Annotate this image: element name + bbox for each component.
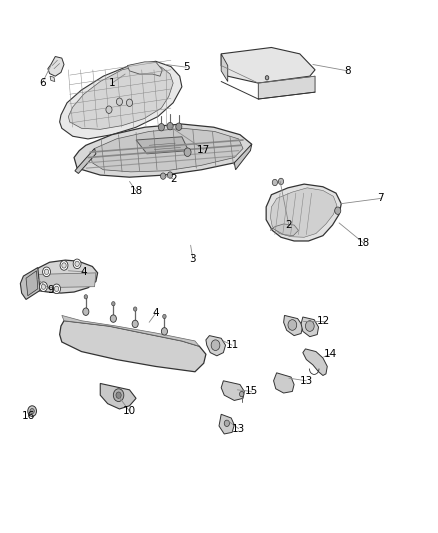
Text: 11: 11 <box>226 340 239 350</box>
Text: 4: 4 <box>80 267 87 277</box>
Text: 7: 7 <box>377 193 384 204</box>
Circle shape <box>288 320 297 330</box>
Text: 15: 15 <box>245 386 258 397</box>
Circle shape <box>75 261 79 266</box>
Circle shape <box>54 286 59 292</box>
Polygon shape <box>284 316 303 336</box>
Polygon shape <box>20 268 40 300</box>
Polygon shape <box>266 184 341 241</box>
Text: 13: 13 <box>232 424 245 434</box>
Text: 1: 1 <box>109 78 115 88</box>
Polygon shape <box>68 64 173 130</box>
Text: 18: 18 <box>357 238 370 247</box>
Circle shape <box>110 315 117 322</box>
Text: 4: 4 <box>152 308 159 318</box>
Circle shape <box>305 321 314 332</box>
Text: 9: 9 <box>48 286 54 295</box>
Circle shape <box>162 314 166 319</box>
Polygon shape <box>221 47 315 83</box>
Polygon shape <box>221 54 228 82</box>
Circle shape <box>127 99 133 107</box>
Polygon shape <box>90 128 243 172</box>
Polygon shape <box>221 381 244 400</box>
Polygon shape <box>258 76 315 99</box>
Polygon shape <box>74 124 252 177</box>
Circle shape <box>272 179 278 185</box>
Text: 16: 16 <box>21 411 35 422</box>
Circle shape <box>83 308 89 316</box>
Circle shape <box>335 207 341 214</box>
Circle shape <box>265 76 269 80</box>
Text: 12: 12 <box>317 316 330 326</box>
Circle shape <box>158 124 164 131</box>
Circle shape <box>161 328 167 335</box>
Polygon shape <box>274 373 294 393</box>
Polygon shape <box>136 137 188 154</box>
Circle shape <box>176 123 182 131</box>
Circle shape <box>279 178 284 184</box>
Polygon shape <box>60 321 206 372</box>
Polygon shape <box>62 316 199 346</box>
Circle shape <box>30 408 34 414</box>
Circle shape <box>160 173 166 179</box>
Circle shape <box>41 284 46 289</box>
Circle shape <box>132 320 138 328</box>
Circle shape <box>167 123 173 130</box>
Polygon shape <box>303 349 327 375</box>
Circle shape <box>224 420 230 426</box>
Polygon shape <box>23 260 98 293</box>
Circle shape <box>211 340 220 351</box>
Polygon shape <box>50 76 55 82</box>
Circle shape <box>39 282 47 292</box>
Circle shape <box>53 284 60 294</box>
Text: 6: 6 <box>39 78 46 88</box>
Polygon shape <box>271 188 337 237</box>
Text: 14: 14 <box>324 349 337 359</box>
Circle shape <box>42 267 50 277</box>
Circle shape <box>60 261 68 270</box>
Text: 10: 10 <box>123 406 136 416</box>
Polygon shape <box>60 61 182 139</box>
Circle shape <box>62 263 66 268</box>
Text: 2: 2 <box>286 220 292 230</box>
Circle shape <box>73 259 81 269</box>
Text: 17: 17 <box>197 144 210 155</box>
Polygon shape <box>26 271 38 296</box>
Polygon shape <box>301 317 318 337</box>
Polygon shape <box>127 62 162 76</box>
Circle shape <box>240 391 244 397</box>
Circle shape <box>116 392 121 398</box>
Circle shape <box>106 106 112 114</box>
Polygon shape <box>100 383 136 409</box>
Text: 8: 8 <box>345 66 351 76</box>
Circle shape <box>167 172 173 178</box>
Polygon shape <box>234 144 252 169</box>
Circle shape <box>84 295 88 299</box>
Polygon shape <box>48 56 64 76</box>
Circle shape <box>117 98 123 106</box>
Circle shape <box>113 389 124 401</box>
Text: 2: 2 <box>170 174 177 184</box>
Circle shape <box>112 302 115 306</box>
Circle shape <box>184 148 191 157</box>
Text: 13: 13 <box>300 376 313 386</box>
Circle shape <box>28 406 36 416</box>
Text: 18: 18 <box>129 186 143 196</box>
Polygon shape <box>219 414 234 434</box>
Circle shape <box>44 269 49 274</box>
Polygon shape <box>206 336 226 356</box>
Polygon shape <box>271 224 298 236</box>
Circle shape <box>134 307 137 311</box>
Polygon shape <box>32 273 96 288</box>
Text: 3: 3 <box>190 254 196 263</box>
Polygon shape <box>75 149 96 173</box>
Text: 5: 5 <box>183 62 190 72</box>
